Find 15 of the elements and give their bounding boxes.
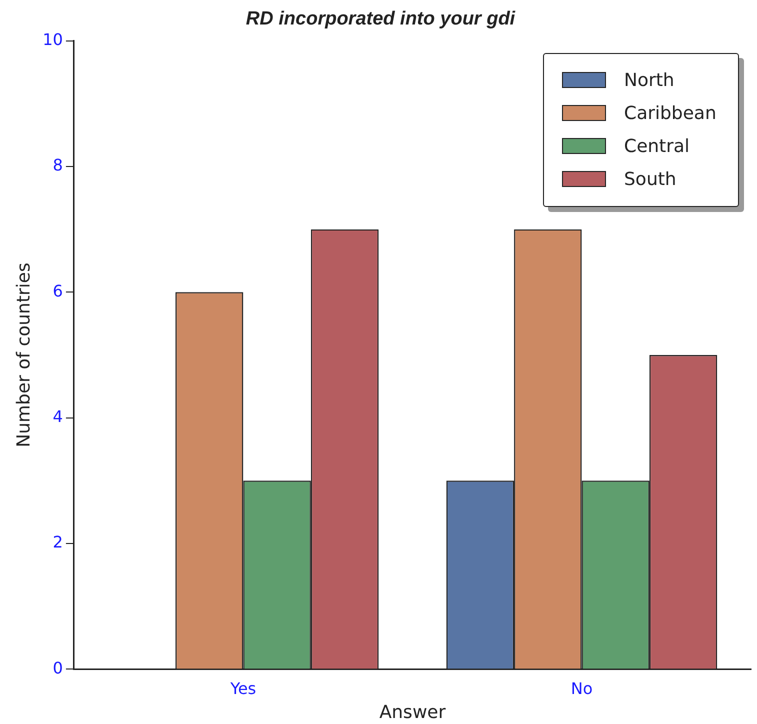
y-tick-label: 4	[52, 406, 63, 426]
legend-label: South	[624, 168, 676, 190]
y-tick-label: 8	[52, 156, 63, 175]
y-tick-label: 10	[42, 30, 63, 49]
x-tick-label: No	[570, 678, 593, 698]
y-tick-label: 6	[52, 281, 63, 300]
chart-title: RD incorporated into your gdi	[246, 8, 516, 30]
legend-label: Central	[624, 136, 690, 157]
y-axis-title: Number of countries	[13, 262, 34, 448]
y-tick-label: 0	[52, 658, 63, 678]
x-tick-label: Yes	[229, 678, 256, 698]
legend-label: Caribbean	[624, 102, 716, 124]
x-axis-title: Answer	[379, 702, 446, 723]
legend-label: North	[624, 70, 674, 91]
y-tick-label: 2	[52, 532, 63, 552]
